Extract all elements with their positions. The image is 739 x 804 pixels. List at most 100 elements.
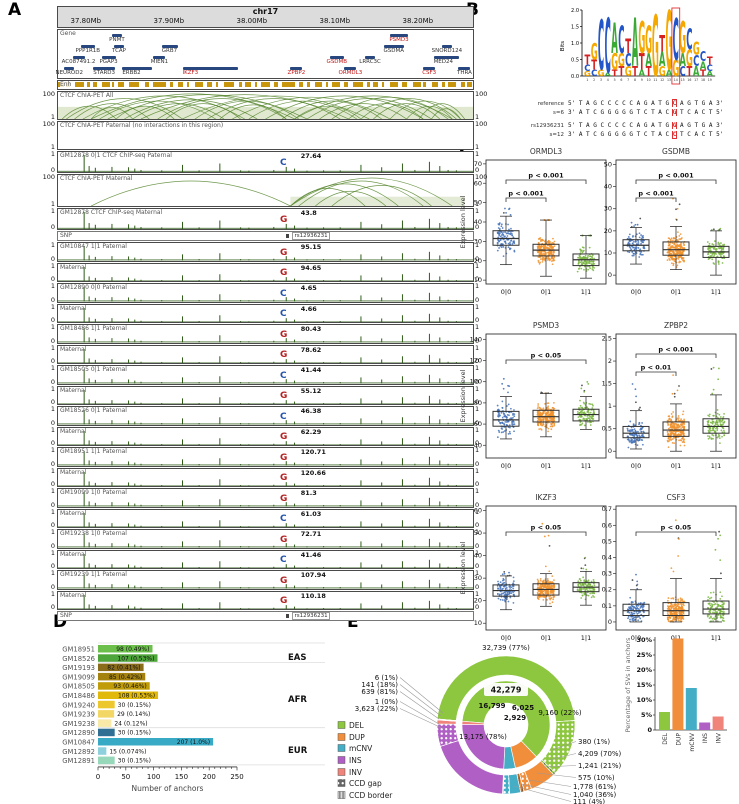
data-point <box>639 253 642 256</box>
allele-letter: G <box>280 350 288 361</box>
allele-letter: C <box>280 370 287 381</box>
scale-bottom-left: 0 <box>50 418 55 427</box>
data-point <box>581 246 584 249</box>
data-point <box>546 247 549 250</box>
data-point <box>502 431 505 433</box>
scale-bottom-left: 0 <box>50 480 55 488</box>
data-point <box>676 425 679 427</box>
gene-glyph <box>64 67 75 70</box>
data-point <box>578 412 581 414</box>
data-point <box>509 432 512 435</box>
data-point <box>499 586 502 589</box>
data-point <box>546 402 549 405</box>
track-label: Maternal <box>60 591 87 599</box>
donut-center-total: 42,279 <box>491 686 522 695</box>
plot-frame <box>615 333 737 459</box>
data-point <box>546 406 548 409</box>
data-point <box>670 597 673 600</box>
logo-x-tick-label: 10 <box>647 78 651 82</box>
data-point <box>710 437 713 440</box>
outlier-point <box>507 391 509 394</box>
data-point <box>511 234 514 237</box>
allele-letter: G <box>280 534 288 545</box>
scale-top-right: 1 <box>475 364 480 372</box>
data-point <box>513 249 516 252</box>
pvalue-label: p < 0.001 <box>638 190 674 198</box>
data-point <box>680 427 682 429</box>
scale-top-right: 1 <box>475 487 480 495</box>
track-label: CTCF ChIA-PET Maternal <box>60 175 133 182</box>
track-gm19238-1-0-paternal: 1 0 1 0 GM19238 1|0 Paternal G 72.71 <box>51 528 479 550</box>
data-point <box>708 597 711 600</box>
scale-top-left: 1 <box>50 150 55 158</box>
chipseq-signal <box>58 471 473 486</box>
logo-x-tick-label: 19 <box>708 78 712 82</box>
data-point <box>581 583 584 586</box>
logo-letter-G: G <box>645 20 652 63</box>
data-point <box>586 262 588 265</box>
gene-glyph <box>329 56 344 59</box>
data-point <box>713 431 716 433</box>
data-point <box>537 423 539 426</box>
enhancer-block <box>244 82 251 87</box>
data-point <box>537 411 539 414</box>
sample-label: GM18951 <box>62 646 95 654</box>
data-point <box>542 590 545 593</box>
interaction-arc <box>306 98 432 119</box>
logo-letter-T: T <box>625 35 631 58</box>
data-point <box>678 439 680 442</box>
data-point <box>706 615 709 618</box>
allele-letter: C <box>280 514 287 525</box>
scale-bottom-left: 0 <box>50 223 55 231</box>
data-point <box>630 607 633 610</box>
scale-bottom-right: 1 <box>475 143 480 151</box>
outlier-point <box>718 530 721 533</box>
data-point <box>552 420 555 422</box>
outlier-point <box>584 556 587 559</box>
data-point <box>497 587 500 590</box>
data-point <box>677 423 679 426</box>
data-point <box>544 251 547 254</box>
gene-pnmt: PNMT <box>109 34 128 43</box>
data-point <box>679 444 682 447</box>
pvalue-label: p < 0.001 <box>528 172 564 180</box>
data-point <box>589 403 592 406</box>
data-point <box>512 601 515 604</box>
enhancer-block <box>93 82 98 87</box>
data-point <box>633 612 636 615</box>
data-point <box>635 607 637 610</box>
outlier-point <box>505 212 507 214</box>
chipseq-signal <box>58 451 473 466</box>
bar-value-label: 30 (0.15%) <box>118 730 151 737</box>
outlier-point <box>509 213 512 216</box>
data-point <box>585 260 588 263</box>
data-point <box>548 259 551 262</box>
data-point <box>498 223 500 226</box>
data-point <box>498 431 501 433</box>
data-point <box>512 580 515 583</box>
scale-top-left: 1 <box>50 405 55 413</box>
outlier-point <box>678 385 680 387</box>
data-point <box>537 592 539 595</box>
data-point <box>547 419 549 422</box>
data-point <box>576 588 579 591</box>
data-point <box>581 594 584 597</box>
logo-x-tick-label: 18 <box>701 78 705 82</box>
leader-line <box>513 785 572 802</box>
data-point <box>579 257 581 260</box>
leader-line <box>399 701 440 725</box>
interaction-arc <box>66 98 183 119</box>
data-point <box>671 604 674 606</box>
y-tick-label: 50 <box>474 199 482 207</box>
signal-baseline <box>58 320 473 322</box>
data-point <box>667 427 670 430</box>
data-point <box>540 422 543 425</box>
data-point <box>716 412 719 415</box>
scale-bottom-right: 0 <box>475 439 480 447</box>
data-point <box>630 601 633 604</box>
logo-y-tick-label: 1.5 <box>571 25 579 31</box>
pvalue-label: p < 0.05 <box>531 524 562 532</box>
bar-y-tick-label: 0 <box>647 726 652 734</box>
scale-top-right: 1 <box>475 150 480 158</box>
